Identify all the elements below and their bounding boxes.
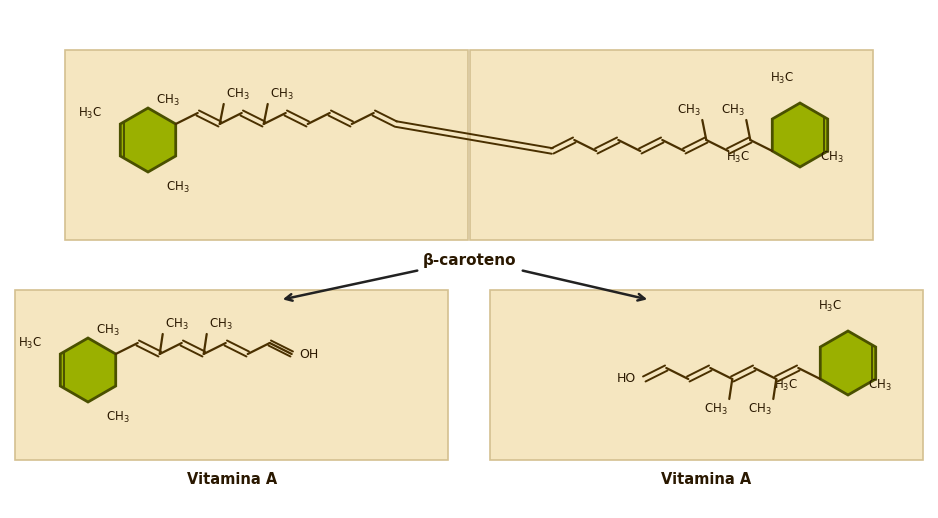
FancyBboxPatch shape bbox=[15, 290, 448, 460]
Text: CH$_3$: CH$_3$ bbox=[226, 87, 250, 102]
Text: CH$_3$: CH$_3$ bbox=[720, 103, 744, 118]
Text: H$_3$C: H$_3$C bbox=[818, 298, 842, 313]
Text: β-caroteno: β-caroteno bbox=[422, 252, 516, 267]
Polygon shape bbox=[60, 338, 115, 402]
Text: H$_3$C: H$_3$C bbox=[774, 378, 798, 393]
Text: CH$_3$: CH$_3$ bbox=[96, 322, 120, 338]
Text: H$_3$C: H$_3$C bbox=[78, 106, 102, 121]
Text: CH$_3$: CH$_3$ bbox=[676, 103, 701, 118]
Text: CH$_3$: CH$_3$ bbox=[106, 409, 129, 425]
Text: H$_3$C: H$_3$C bbox=[18, 336, 42, 351]
FancyBboxPatch shape bbox=[490, 290, 923, 460]
Text: CH$_3$: CH$_3$ bbox=[820, 150, 843, 165]
Text: HO: HO bbox=[617, 372, 636, 385]
FancyBboxPatch shape bbox=[65, 50, 468, 240]
Text: CH$_3$: CH$_3$ bbox=[868, 378, 892, 393]
Text: CH$_3$: CH$_3$ bbox=[166, 179, 189, 195]
Text: CH$_3$: CH$_3$ bbox=[704, 401, 727, 416]
Polygon shape bbox=[120, 108, 175, 172]
Polygon shape bbox=[772, 103, 827, 167]
Text: CH$_3$: CH$_3$ bbox=[748, 401, 771, 416]
Text: CH$_3$: CH$_3$ bbox=[156, 92, 180, 108]
Text: H$_3$C: H$_3$C bbox=[770, 70, 794, 85]
Text: Vitamina A: Vitamina A bbox=[661, 472, 751, 487]
Text: CH$_3$: CH$_3$ bbox=[165, 316, 189, 332]
Text: H$_3$C: H$_3$C bbox=[726, 150, 750, 165]
FancyBboxPatch shape bbox=[470, 50, 873, 240]
Text: CH$_3$: CH$_3$ bbox=[270, 87, 294, 102]
Text: OH: OH bbox=[300, 348, 319, 361]
Polygon shape bbox=[821, 331, 876, 395]
Text: CH$_3$: CH$_3$ bbox=[209, 316, 233, 332]
Text: Vitamina A: Vitamina A bbox=[187, 472, 277, 487]
